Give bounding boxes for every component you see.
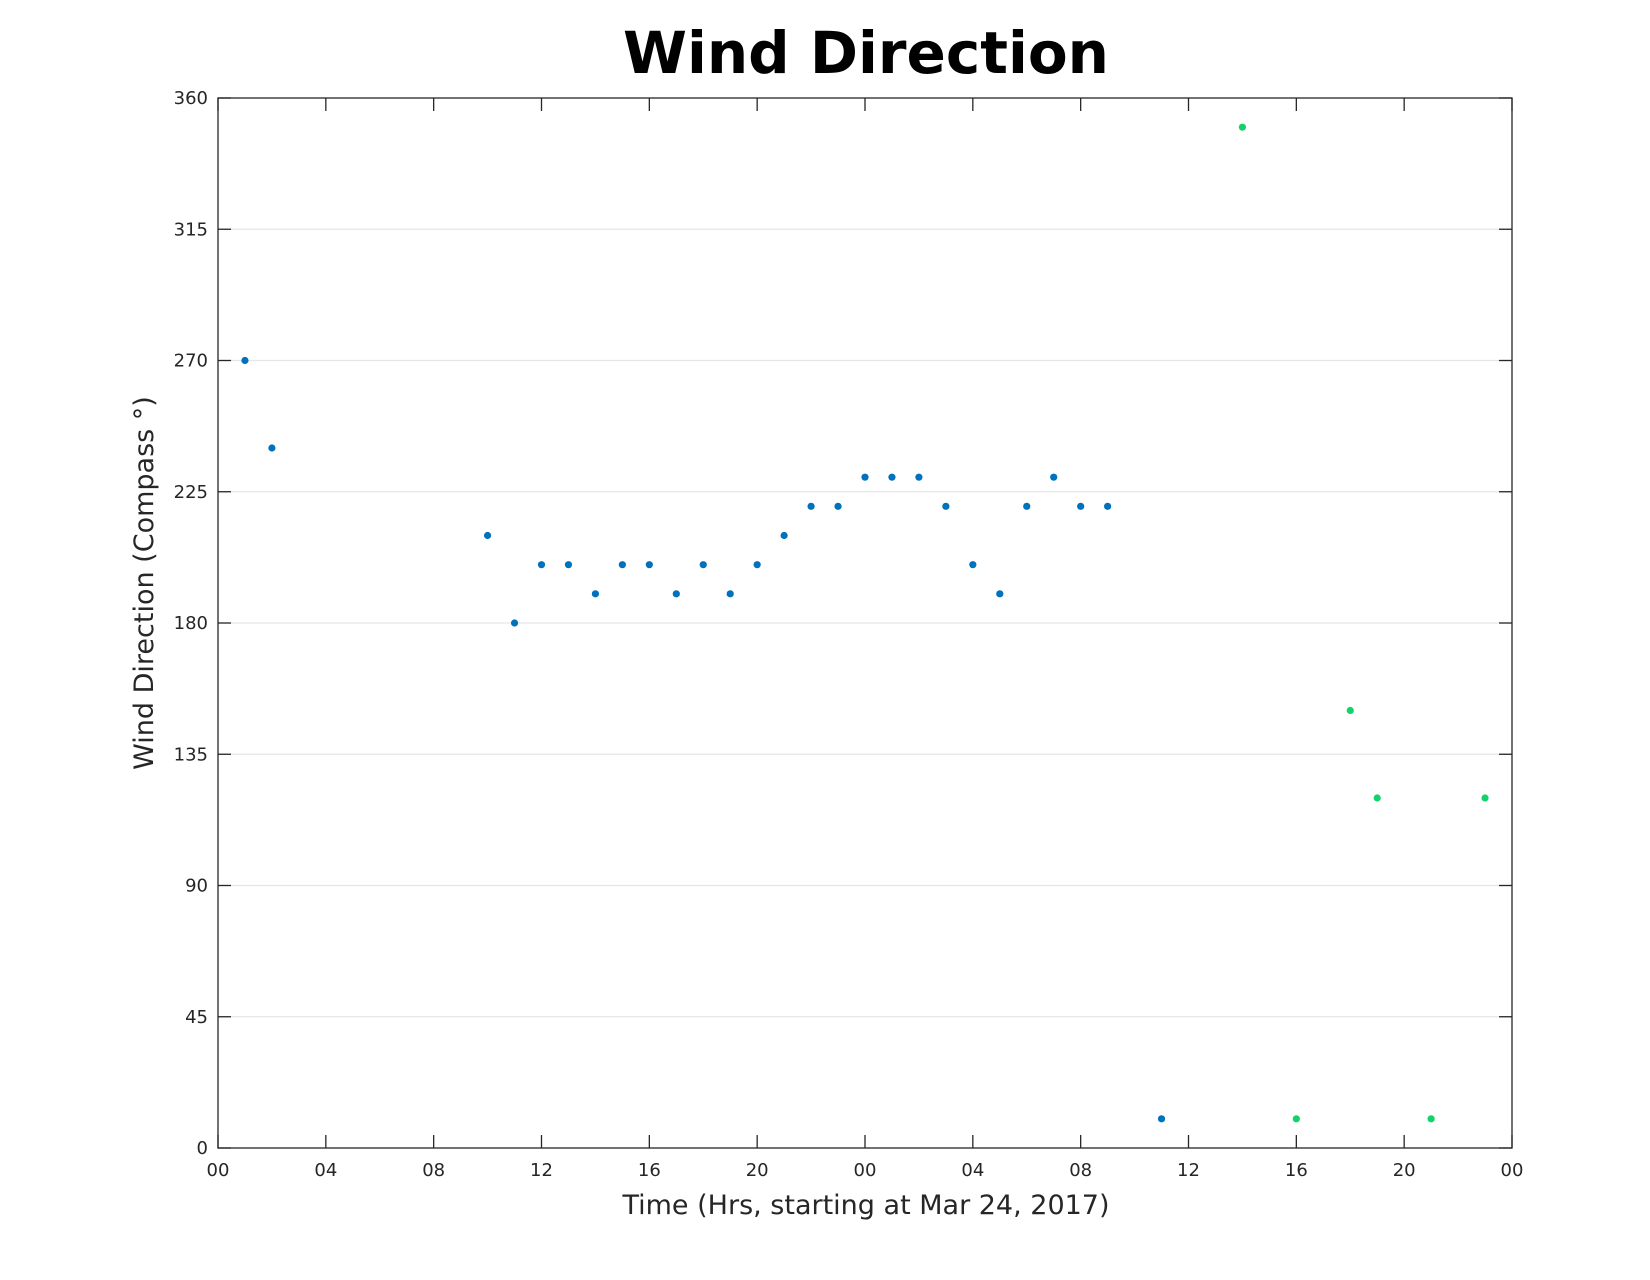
data-point [888, 473, 896, 481]
data-point [996, 590, 1004, 598]
x-tick-label: 00 [1501, 1160, 1524, 1181]
data-point [1373, 794, 1381, 802]
data-point [564, 561, 573, 569]
x-tick-label: 04 [961, 1160, 984, 1181]
y-tick-label: 180 [174, 613, 208, 634]
data-point [1077, 502, 1085, 510]
x-tick-label: 00 [207, 1160, 230, 1181]
x-tick-label: 08 [422, 1160, 445, 1181]
x-tick-label: 04 [314, 1160, 337, 1181]
x-tick-label: 12 [530, 1160, 553, 1181]
x-tick-label: 20 [1393, 1160, 1416, 1181]
data-point [834, 502, 842, 510]
y-tick-label: 45 [185, 1007, 208, 1028]
data-point [780, 531, 788, 540]
data-point [1157, 1115, 1166, 1123]
grid-lines [218, 228, 1512, 1018]
data-point [510, 619, 519, 627]
data-point [969, 561, 977, 569]
y-tick-label: 270 [174, 351, 208, 372]
data-point [645, 561, 653, 569]
data-point [1292, 1115, 1300, 1123]
x-tick-label: 08 [1069, 1160, 1092, 1181]
data-point [753, 561, 761, 569]
x-tick-label: 20 [746, 1160, 769, 1181]
data-point [942, 502, 950, 510]
x-tick-label: 16 [1285, 1160, 1308, 1181]
data-point [726, 590, 734, 598]
y-tick-label: 135 [174, 744, 208, 765]
y-tick-label: 225 [174, 482, 208, 503]
data-point [699, 561, 707, 569]
data-point [1481, 794, 1489, 802]
data-point [915, 473, 923, 481]
data-point [861, 473, 869, 481]
data-point [483, 531, 492, 540]
y-tick-label: 315 [174, 219, 208, 240]
y-tick-label: 0 [197, 1138, 208, 1159]
data-point [1238, 123, 1247, 131]
data-points [241, 123, 1489, 1123]
x-tick-label: 16 [638, 1160, 661, 1181]
y-tick-label: 90 [185, 876, 208, 897]
chart-title: Wind Direction [623, 19, 1109, 87]
data-point [1023, 502, 1031, 510]
x-tick-label: 00 [854, 1160, 877, 1181]
data-point [807, 502, 815, 510]
data-point [672, 590, 680, 598]
data-point [618, 561, 626, 569]
data-point [241, 356, 249, 365]
x-axis-label: Time (Hrs, starting at Mar 24, 2017) [621, 1190, 1109, 1221]
data-point [1427, 1115, 1435, 1123]
y-axis-label: Wind Direction (Compass °) [129, 396, 160, 770]
x-tick-label: 12 [1177, 1160, 1200, 1181]
data-point [591, 590, 600, 598]
data-point [1050, 473, 1058, 481]
y-axis-ticks: 0 45 90 135 180 225 270 315 360 [174, 88, 1512, 1159]
data-point [537, 561, 546, 569]
x-axis-ticks: 00 04 08 12 16 20 00 04 08 12 16 20 00 [207, 98, 1524, 1181]
data-point [1104, 502, 1112, 510]
data-point [268, 444, 276, 452]
y-tick-label: 360 [174, 88, 208, 109]
data-point [1346, 706, 1354, 715]
